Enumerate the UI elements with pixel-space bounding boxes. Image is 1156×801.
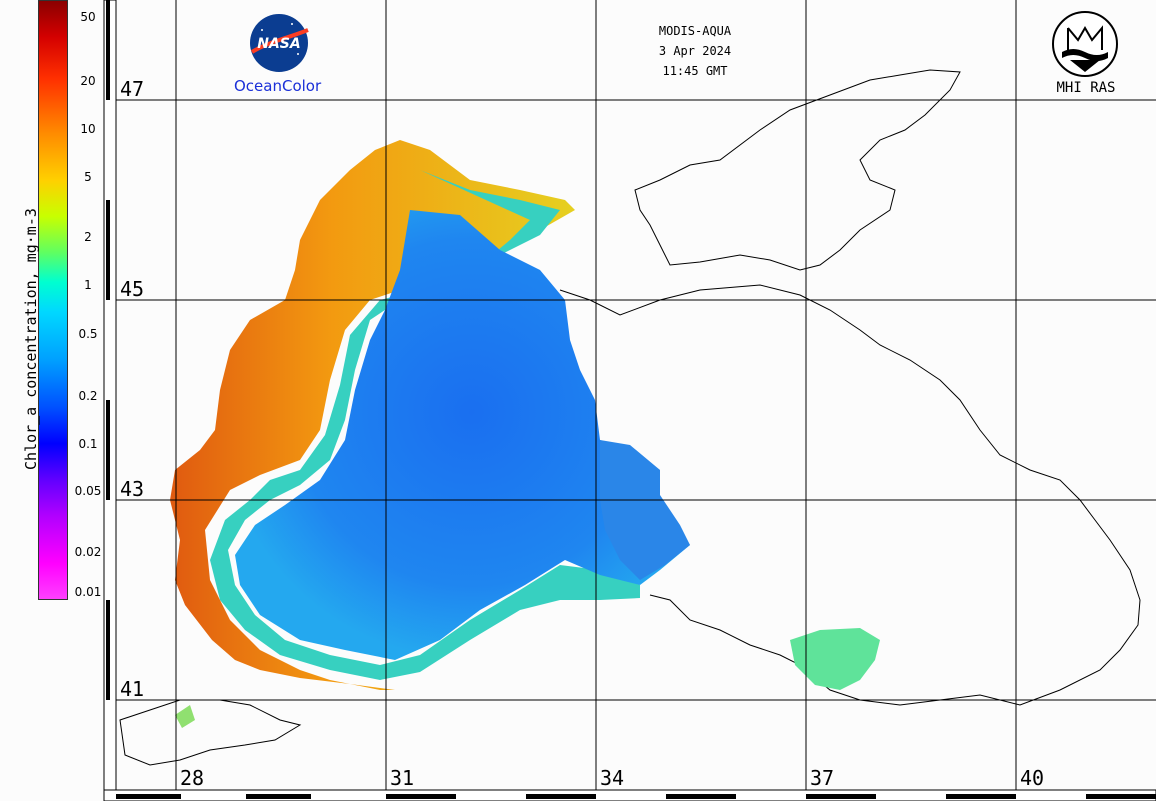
latitude-label: 43 [120,477,145,501]
marmara-green-patch [175,705,195,728]
open-sea-low-chlorophyll [235,210,690,660]
institute-label: MHI RAS [1056,80,1116,96]
legend-tick: 5 [84,170,92,184]
legend-tick: 10 [80,122,96,136]
acquisition-date: 3 Apr 2024 [658,44,732,58]
nasa-logo-icon: NASA [250,14,309,72]
acquisition-time: 11:45 GMT [662,64,728,78]
nasa-logo-text: NASA [257,36,300,52]
longitude-label: 37 [810,766,835,790]
legend-tick: 0.1 [78,437,98,451]
legend-title: Chlor_a concentration, mg·m-3 [22,208,40,470]
latitude-label: 41 [120,677,145,701]
legend-tick: 50 [80,10,96,24]
longitude-label: 28 [180,766,205,790]
map-grid [106,0,1156,790]
legend-tick: 0.5 [78,327,98,341]
coastal-high-chlorophyll-band [170,140,575,690]
legend-tick: 0.2 [78,389,98,403]
legend-tick: 2 [84,230,92,244]
legend-tick: 0.01 [74,585,102,599]
bosphorus-area [119,699,302,766]
east-sea-patch [600,440,690,580]
sinop-chlorophyll-patch [790,628,880,690]
latitude-label: 45 [120,277,145,301]
ocean-color-label: OceanColor [234,77,322,95]
legend-tick: 0.02 [74,545,102,559]
legend-tick: 0.05 [74,484,102,498]
chlorophyll-colorbar [38,0,68,600]
mhi-ras-logo-icon [1052,11,1118,77]
latitude-label: 47 [120,77,145,101]
transition-chlorophyll-band [210,170,640,680]
latitude-scale-bar [103,0,117,801]
legend-tick: 1 [84,278,92,292]
satellite-name: MODIS-AQUA [658,24,732,38]
longitude-scale-bar [103,789,1156,801]
longitude-label: 31 [390,766,415,790]
longitude-label: 40 [1020,766,1045,790]
azov-coastline [634,69,961,271]
longitude-label: 34 [600,766,625,790]
legend-tick: 20 [80,74,96,88]
